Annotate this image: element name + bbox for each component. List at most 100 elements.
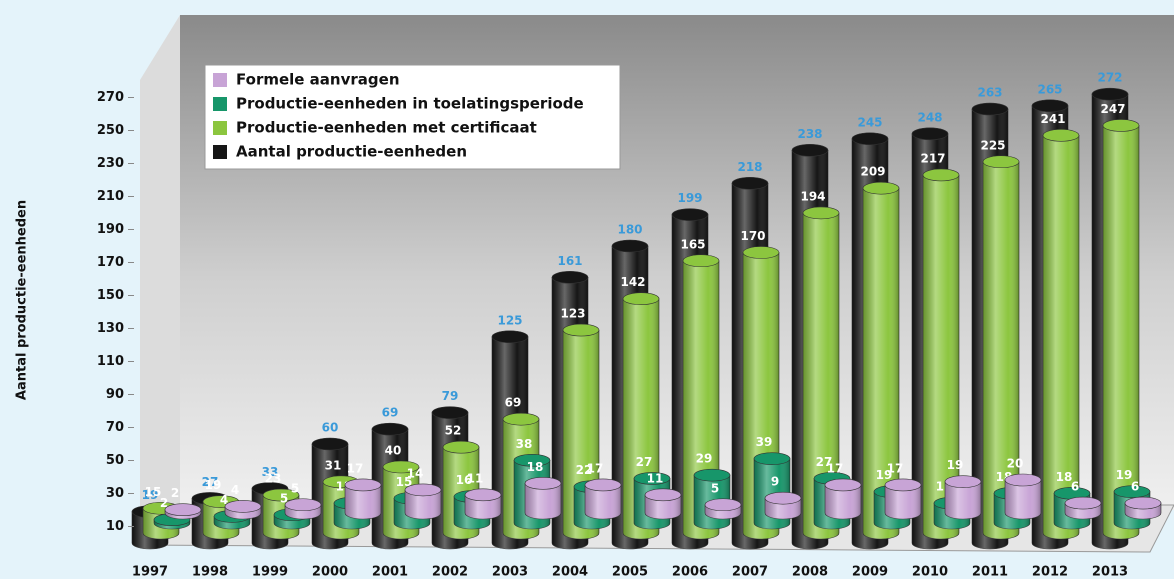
value-label: 6: [1131, 480, 1139, 494]
value-label: 16: [456, 473, 473, 487]
value-label: 15: [396, 475, 413, 489]
x-tick-label: 2003: [492, 565, 528, 579]
value-label: 248: [917, 110, 942, 124]
cylinder-top: [344, 478, 382, 492]
value-label: 238: [797, 127, 822, 141]
y-tick-label: 50: [106, 453, 124, 468]
legend-items: Formele aanvragen Productie-eenheden in t…: [213, 71, 584, 161]
cylinder-top: [502, 412, 540, 426]
legend-swatch: [213, 97, 227, 111]
legend-label: Productie-eenheden met certificaat: [236, 119, 537, 137]
cylinder-top: [1031, 99, 1069, 113]
value-label: 225: [980, 138, 1005, 152]
value-label: 4: [231, 483, 239, 497]
cylinder-top: [911, 127, 949, 141]
cylinder-top: [851, 132, 889, 146]
shine: [863, 188, 899, 539]
value-label: 17: [827, 461, 844, 475]
shine: [645, 494, 681, 519]
value-label: 247: [1100, 102, 1125, 116]
cylinder-top: [682, 254, 720, 268]
x-tick-label: 2013: [1092, 565, 1128, 579]
value-label: 6: [1071, 480, 1079, 494]
shine: [405, 489, 441, 519]
value-label: 194: [800, 189, 825, 203]
value-label: 31: [325, 458, 342, 472]
shine: [1005, 480, 1041, 519]
value-label: 18: [527, 460, 544, 474]
shine: [923, 174, 959, 539]
value-label: 40: [385, 444, 402, 458]
value-label: 142: [620, 275, 645, 289]
value-label: 5: [711, 481, 719, 495]
cylinder-top: [611, 239, 649, 253]
value-label: 19: [205, 478, 222, 492]
cylinder-top: [922, 168, 960, 182]
value-label: 27: [636, 455, 653, 469]
value-label: 19: [947, 458, 964, 472]
value-label: 20: [1007, 457, 1024, 471]
y-tick-label: 270: [97, 90, 124, 105]
cylinder-top: [491, 330, 529, 344]
value-label: 11: [647, 471, 664, 485]
value-label: 69: [382, 406, 399, 420]
value-label: 19: [876, 468, 893, 482]
cylinder-top: [633, 472, 671, 485]
y-tick-label: 110: [97, 354, 124, 369]
value-label: 27: [202, 475, 219, 489]
x-tick-label: 2000: [312, 565, 348, 579]
value-label: 29: [696, 452, 713, 466]
cylinder-top: [731, 177, 769, 190]
value-label: 19: [142, 488, 159, 502]
shine: [465, 494, 501, 519]
value-label: 265: [1037, 82, 1062, 96]
shine: [525, 483, 561, 519]
value-label: 241: [1040, 112, 1065, 126]
cylinder-top: [753, 452, 791, 465]
x-tick-label: 1997: [132, 565, 168, 579]
value-label: 5: [291, 481, 299, 495]
x-tick-label: 2008: [792, 565, 828, 579]
shine: [885, 484, 921, 519]
y-tick-label: 170: [97, 255, 124, 270]
cylinder-top: [551, 271, 589, 284]
x-tick-label: 1998: [192, 565, 228, 579]
x-tick-label: 1999: [252, 565, 288, 579]
y-tick-label: 10: [106, 519, 124, 534]
shine: [1043, 135, 1079, 539]
cylinder-top: [284, 498, 322, 512]
value-label: 218: [737, 160, 762, 174]
legend-label: Productie-eenheden in toelatingsperiode: [236, 95, 584, 113]
value-label: 22: [576, 463, 593, 477]
left-wall: [140, 15, 180, 545]
cylinder-top: [764, 491, 802, 505]
shine: [1103, 125, 1139, 539]
y-tick-label: 230: [97, 156, 124, 171]
cylinder-top: [1042, 129, 1080, 142]
y-tick-label: 30: [106, 486, 124, 501]
cylinder-top: [622, 292, 660, 306]
cylinder-top: [884, 478, 922, 492]
value-label: 123: [560, 307, 585, 321]
y-tick-label: 70: [106, 420, 124, 435]
legend-label: Aantal productie-eenheden: [236, 143, 467, 161]
x-tick-label: 2012: [1032, 565, 1068, 579]
cylinder-top: [1064, 496, 1102, 510]
cylinder-top: [824, 478, 862, 492]
x-tick-label: 2002: [432, 565, 468, 579]
legend-label: Formele aanvragen: [236, 71, 400, 89]
value-label: 15: [145, 485, 162, 499]
y-tick-label: 150: [97, 288, 124, 303]
cylinder-top: [704, 498, 742, 512]
value-label: 17: [887, 461, 904, 475]
x-tick-label: 2005: [612, 565, 648, 579]
cylinder-top: [982, 155, 1020, 169]
value-label: 199: [677, 191, 702, 205]
cylinder-top: [791, 144, 829, 157]
value-label: 180: [617, 223, 642, 237]
value-label: 170: [740, 229, 765, 243]
cylinder-top: [862, 181, 900, 195]
cylinder-top: [524, 476, 562, 490]
cylinder-top: [404, 483, 442, 497]
